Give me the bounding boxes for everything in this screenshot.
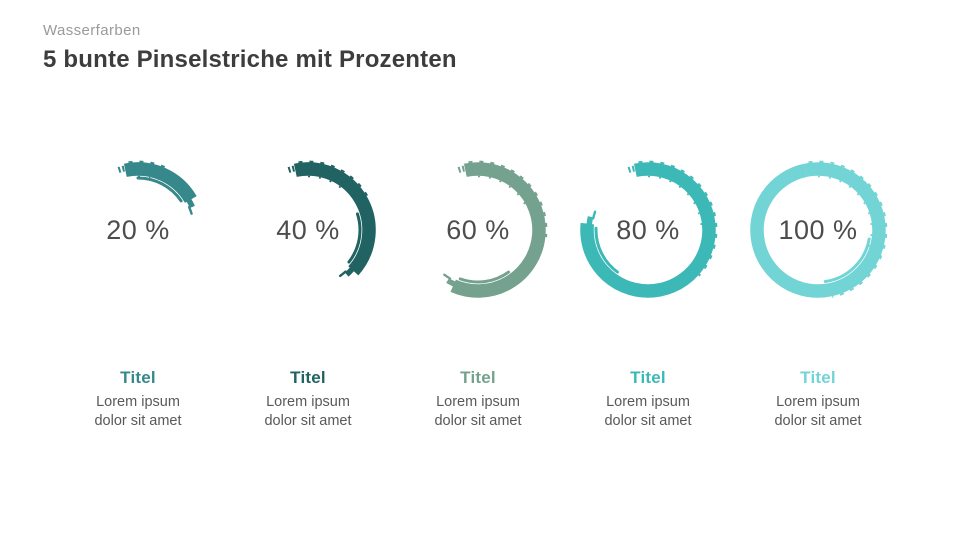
percent-label: 20 % [106, 214, 170, 245]
brush-arc-segment [594, 226, 619, 274]
item-title: Titel [290, 368, 326, 387]
item-column-60: 60 % Titel Lorem ipsum dolor sit amet [393, 145, 563, 431]
brush-arc-segment [627, 165, 638, 173]
brush-arc-segment [450, 162, 546, 298]
item-column-40: 40 % Titel Lorem ipsum dolor sit amet [223, 145, 393, 431]
brush-arc-segment [638, 160, 718, 277]
item-column-80: 80 % Titel Lorem ipsum dolor sit amet [563, 145, 733, 431]
percent-label: 60 % [446, 214, 510, 245]
item-description: Lorem ipsum dolor sit amet [434, 394, 522, 430]
brush-arc-segment [344, 266, 355, 277]
percent-label: 40 % [276, 214, 340, 245]
item-description: Lorem ipsum dolor sit amet [604, 394, 692, 430]
brush-arc-segment [347, 212, 362, 264]
item-title: Titel [120, 368, 156, 387]
brush-arc-segment [446, 278, 457, 287]
brush-arc-segment [808, 160, 888, 298]
brush-ring-80: 80 % [563, 145, 733, 315]
brush-arc-segment [186, 198, 195, 209]
brush-arc-segment [443, 273, 452, 280]
item-description: Lorem ipsum dolor sit amet [264, 394, 352, 430]
item-title: Titel [460, 368, 496, 387]
brush-arc-segment [580, 162, 716, 298]
category-label: Wasserfarben [43, 22, 141, 39]
brush-arc-segment [338, 270, 347, 278]
brush-ring-60: 60 % [393, 145, 563, 315]
item-description: Lorem ipsum dolor sit amet [774, 394, 862, 430]
brush-arc-segment [750, 162, 886, 298]
brush-arc-segment [457, 165, 468, 173]
brush-stroke-arc-icon [580, 160, 718, 298]
percent-label: 80 % [616, 214, 680, 245]
slide-header: Wasserfarben 5 bunte Pinselstriche mit P… [43, 22, 457, 74]
brush-ring-20: 20 % [53, 145, 223, 315]
brush-arc-segment [287, 165, 298, 173]
brush-arc-segment [123, 162, 197, 204]
brush-ring-40: 40 % [223, 145, 393, 315]
brush-ring-100: 100 % [733, 145, 903, 315]
item-title: Titel [800, 368, 836, 387]
item-column-100: 100 % Titel Lorem ipsum dolor sit amet [733, 145, 903, 431]
item-description: Lorem ipsum dolor sit amet [94, 394, 182, 430]
brush-arc-segment [187, 206, 193, 215]
item-column-20: 20 % Titel Lorem ipsum dolor sit amet [53, 145, 223, 431]
brush-arc-segment [307, 175, 342, 189]
brush-stroke-arc-icon [443, 160, 548, 298]
brush-stroke-arc-icon [287, 160, 376, 278]
brush-arc-segment [823, 237, 871, 283]
items-row: 20 % Titel Lorem ipsum dolor sit amet 40… [53, 145, 903, 431]
brush-arc-segment [137, 175, 151, 179]
brush-arc-segment [117, 165, 128, 173]
brush-stroke-arc-icon [750, 160, 888, 298]
brush-arc-segment [586, 216, 594, 226]
page-title: 5 bunte Pinselstriche mit Prozenten [43, 46, 457, 73]
brush-stroke-arc-icon [117, 160, 197, 215]
percent-label: 100 % [778, 214, 858, 245]
item-title: Titel [630, 368, 666, 387]
brush-arc-segment [293, 162, 376, 276]
brush-arc-segment [458, 270, 511, 284]
brush-arc-segment [136, 176, 183, 203]
brush-arc-segment [128, 160, 167, 169]
brush-arc-segment [592, 210, 597, 220]
